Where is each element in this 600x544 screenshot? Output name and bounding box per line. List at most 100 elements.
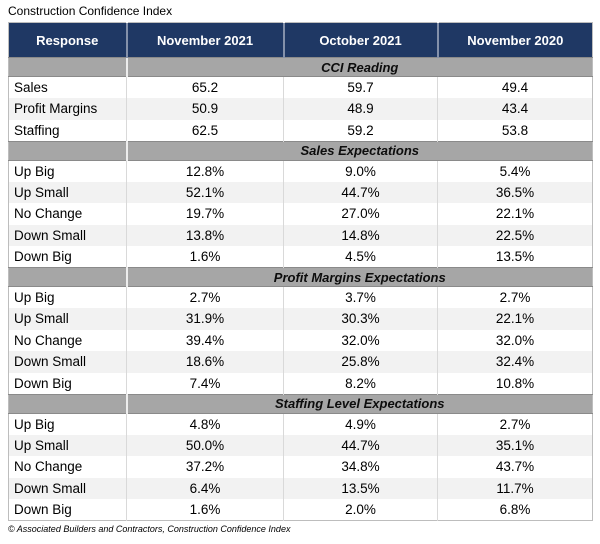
row-label: Profit Margins [8,98,127,120]
cell-value: 1.6% [126,499,284,521]
section-header: Sales Expectations [125,140,593,161]
row-label: No Change [8,456,127,478]
cell-value: 37.2% [126,456,284,478]
cell-value: 30.3% [283,308,438,330]
table-row: Down Small 6.4% 13.5% 11.7% [8,477,593,499]
section-band-row: CCI Reading [8,57,593,77]
table-row: Up Big 4.8% 4.9% 2.7% [8,413,593,435]
cell-value: 1.6% [126,246,284,268]
cell-value: 31.9% [126,308,284,330]
table-row: No Change 37.2% 34.8% 43.7% [8,456,593,478]
cell-value: 3.7% [283,286,438,308]
cell-value: 43.7% [437,456,593,478]
table-header: Response November 2021 October 2021 Nove… [8,22,593,58]
cell-value: 18.6% [126,351,284,373]
cell-value: 9.0% [283,160,438,182]
cell-value: 2.7% [437,286,593,308]
row-label: No Change [8,203,127,225]
cell-value: 43.4 [437,98,593,120]
cell-value: 13.8% [126,224,284,246]
cell-value: 2.7% [437,413,593,435]
cell-value: 32.4% [437,351,593,373]
cell-value: 5.4% [437,160,593,182]
cell-value: 2.0% [283,499,438,521]
column-header-november-2020: November 2020 [436,22,593,58]
row-label: Down Small [8,477,127,499]
row-label: Up Small [8,308,127,330]
cell-value: 32.0% [437,329,593,351]
table-row: Up Small 52.1% 44.7% 36.5% [8,181,593,203]
table-row: Down Big 1.6% 2.0% 6.8% [8,499,593,521]
section-header: CCI Reading [125,57,593,77]
cell-value: 6.8% [437,499,593,521]
cell-value: 14.8% [283,224,438,246]
cell-value: 50.9 [126,98,284,120]
cell-value: 22.1% [437,308,593,330]
row-label: Sales [8,76,127,98]
cell-value: 22.5% [437,224,593,246]
cell-value: 12.8% [126,160,284,182]
cell-value: 50.0% [126,434,284,456]
table-row: Up Small 31.9% 30.3% 22.1% [8,308,593,330]
table-row: Staffing 62.5 59.2 53.8 [8,119,593,141]
section-band-spacer [8,57,127,77]
row-label: Down Big [8,499,127,521]
table-row: No Change 39.4% 32.0% 32.0% [8,329,593,351]
confidence-index-table: Response November 2021 October 2021 Nove… [8,22,593,521]
cell-value: 32.0% [283,329,438,351]
cell-value: 7.4% [126,372,284,394]
section-band-row: Sales Expectations [8,140,593,161]
column-header-november-2021: November 2021 [125,22,284,58]
row-label: Up Small [8,434,127,456]
cell-value: 34.8% [283,456,438,478]
table-row: Up Small 50.0% 44.7% 35.1% [8,434,593,456]
cell-value: 59.7 [283,76,438,98]
cell-value: 44.7% [283,181,438,203]
section-header: Profit Margins Expectations [125,267,593,287]
table-row: Up Big 2.7% 3.7% 2.7% [8,286,593,308]
cell-value: 22.1% [437,203,593,225]
cell-value: 8.2% [283,372,438,394]
cell-value: 10.8% [437,372,593,394]
cell-value: 49.4 [437,76,593,98]
cell-value: 6.4% [126,477,284,499]
cell-value: 27.0% [283,203,438,225]
page-title: Construction Confidence Index [8,4,173,18]
cell-value: 65.2 [126,76,284,98]
table-row: Down Small 13.8% 14.8% 22.5% [8,224,593,246]
cell-value: 4.5% [283,246,438,268]
table-row: Down Small 18.6% 25.8% 32.4% [8,351,593,373]
cell-value: 35.1% [437,434,593,456]
column-header-response: Response [8,22,127,58]
section-header: Staffing Level Expectations [125,393,593,414]
cell-value: 59.2 [283,119,438,141]
source-attribution: © Associated Builders and Contractors, C… [8,524,291,534]
table-row: Down Big 1.6% 4.5% 13.5% [8,246,593,268]
column-header-october-2021: October 2021 [282,22,438,58]
table-row: Profit Margins 50.9 48.9 43.4 [8,98,593,120]
section-band-spacer [8,140,127,161]
header-row: Response November 2021 October 2021 Nove… [8,22,593,58]
row-label: Down Big [8,372,127,394]
row-label: Up Big [8,286,127,308]
table-row: Down Big 7.4% 8.2% 10.8% [8,372,593,394]
row-label: Staffing [8,119,127,141]
row-label: Up Big [8,160,127,182]
table-row: No Change 19.7% 27.0% 22.1% [8,203,593,225]
section-band-spacer [8,393,127,414]
row-label: Up Big [8,413,127,435]
cell-value: 19.7% [126,203,284,225]
row-label: Down Small [8,224,127,246]
table-row: Up Big 12.8% 9.0% 5.4% [8,160,593,182]
cell-value: 11.7% [437,477,593,499]
section-band-row: Staffing Level Expectations [8,393,593,414]
cell-value: 48.9 [283,98,438,120]
cell-value: 52.1% [126,181,284,203]
section-band-spacer [8,267,127,287]
row-label: No Change [8,329,127,351]
cell-value: 62.5 [126,119,284,141]
table-body: CCI Reading Sales 65.2 59.7 49.4 Profit Margi… [8,57,593,521]
row-label: Up Small [8,181,127,203]
cell-value: 2.7% [126,286,284,308]
cell-value: 13.5% [283,477,438,499]
